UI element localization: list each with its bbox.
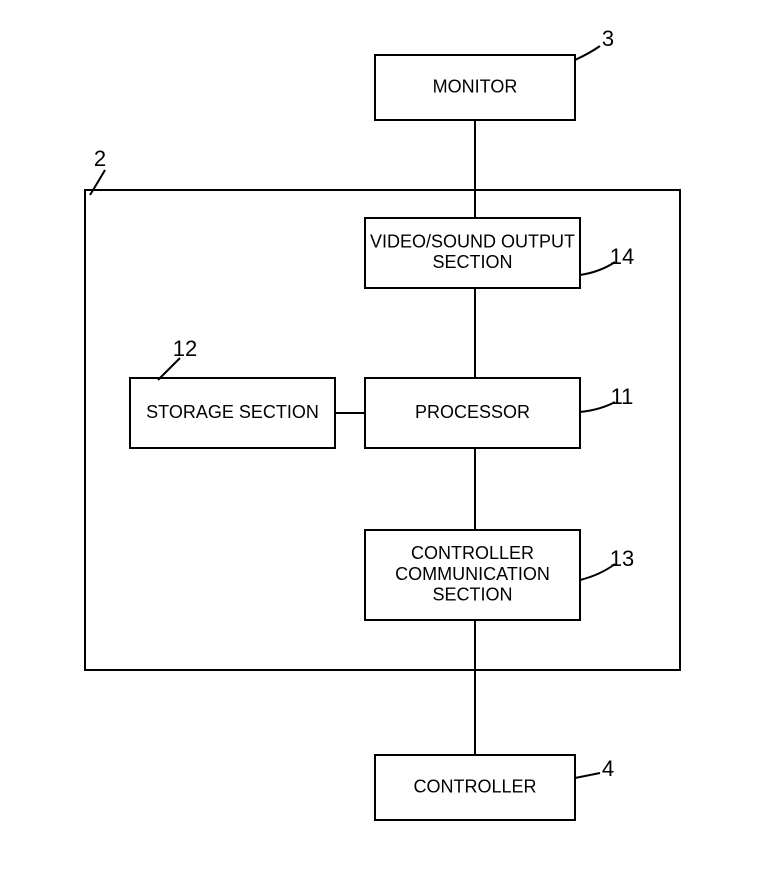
node-processor: PROCESSOR 11 (365, 378, 633, 448)
ref-label-11: 11 (611, 384, 634, 409)
node-label-controller: CONTROLLER (413, 776, 536, 796)
nodes-group: MONITOR3VIDEO/SOUND OUTPUTSECTION14STORA… (130, 26, 634, 820)
ref-label-4: 4 (602, 756, 614, 781)
node-label-processor: PROCESSOR (415, 402, 530, 422)
ref-label-12: 12 (173, 336, 197, 361)
ref-lead-12 (158, 358, 180, 380)
block-diagram: 2 MONITOR3VIDEO/SOUND OUTPUTSECTION14STO… (0, 0, 782, 883)
node-label-video-sound-output-line0: VIDEO/SOUND OUTPUT (370, 231, 575, 251)
ref-lead-3 (575, 46, 600, 60)
node-label-controller-comm-line1: COMMUNICATION (395, 564, 550, 584)
node-label-controller-comm-line2: SECTION (432, 584, 512, 604)
node-monitor: MONITOR 3 (375, 26, 614, 120)
node-controller-comm: CONTROLLERCOMMUNICATIONSECTION 13 (365, 530, 634, 620)
ref-label-2: 2 (94, 146, 106, 171)
ref-lead-2 (90, 170, 105, 195)
node-controller: CONTROLLER 4 (375, 755, 614, 820)
ref-label-3: 3 (602, 26, 614, 51)
node-label-controller-comm-line0: CONTROLLER (411, 543, 534, 563)
node-label-monitor: MONITOR (433, 76, 518, 96)
node-storage-section: STORAGE SECTION 12 (130, 336, 335, 448)
node-label-storage-section: STORAGE SECTION (146, 402, 319, 422)
node-video-sound-output: VIDEO/SOUND OUTPUTSECTION 14 (365, 218, 634, 288)
node-label-video-sound-output-line1: SECTION (432, 252, 512, 272)
ref-label-14: 14 (610, 244, 634, 269)
ref-label-13: 13 (610, 546, 634, 571)
ref-lead-4 (575, 773, 600, 778)
